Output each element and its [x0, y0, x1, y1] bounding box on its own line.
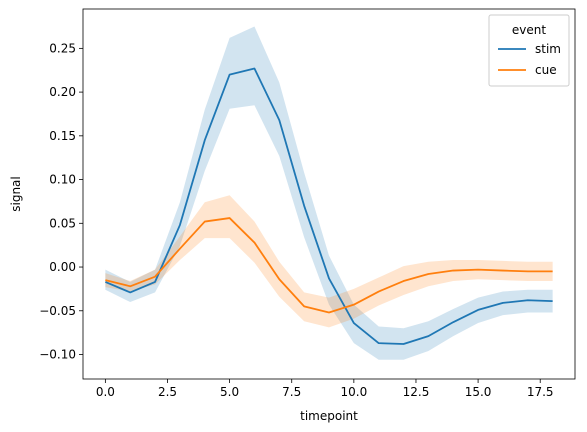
x-tick-label: 12.5	[403, 385, 430, 399]
y-tick-label: 0.15	[49, 129, 76, 143]
y-tick-label: 0.10	[49, 173, 76, 187]
y-axis-ticks: −0.10 −0.05 0.00 0.05 0.10 0.15 0.20 0.25	[39, 41, 83, 362]
x-tick-label: 2.5	[158, 385, 177, 399]
line-cue	[105, 217, 553, 314]
legend-title: event	[512, 23, 546, 37]
y-tick-label: −0.10	[39, 348, 76, 362]
x-tick-label: 10.0	[340, 385, 367, 399]
y-tick-label: −0.05	[39, 304, 76, 318]
y-tick-label: 0.05	[49, 216, 76, 230]
legend-label-cue: cue	[535, 63, 557, 77]
plot-area-frame	[82, 8, 576, 380]
x-axis-ticks: 0.0 2.5 5.0 7.5 10.0 12.5 15.0 17.5	[96, 379, 554, 399]
line-stim	[105, 67, 553, 345]
legend-label-stim: stim	[535, 42, 561, 56]
x-tick-label: 15.0	[465, 385, 492, 399]
y-tick-label: 0.25	[49, 41, 76, 55]
x-tick-label: 5.0	[220, 385, 239, 399]
y-tick-label: 0.00	[49, 260, 76, 274]
series-lines	[105, 67, 553, 345]
y-axis-label: signal	[9, 176, 23, 212]
legend: event stim cue	[488, 14, 570, 87]
x-axis-label: timepoint	[300, 409, 358, 423]
x-tick-label: 17.5	[527, 385, 554, 399]
x-tick-label: 0.0	[96, 385, 115, 399]
legend-entries: stim cue	[498, 42, 561, 77]
x-tick-label: 7.5	[282, 385, 301, 399]
legend-box	[488, 14, 570, 87]
confidence-bands	[105, 26, 553, 360]
y-tick-label: 0.20	[49, 85, 76, 99]
band-cue	[105, 195, 553, 328]
